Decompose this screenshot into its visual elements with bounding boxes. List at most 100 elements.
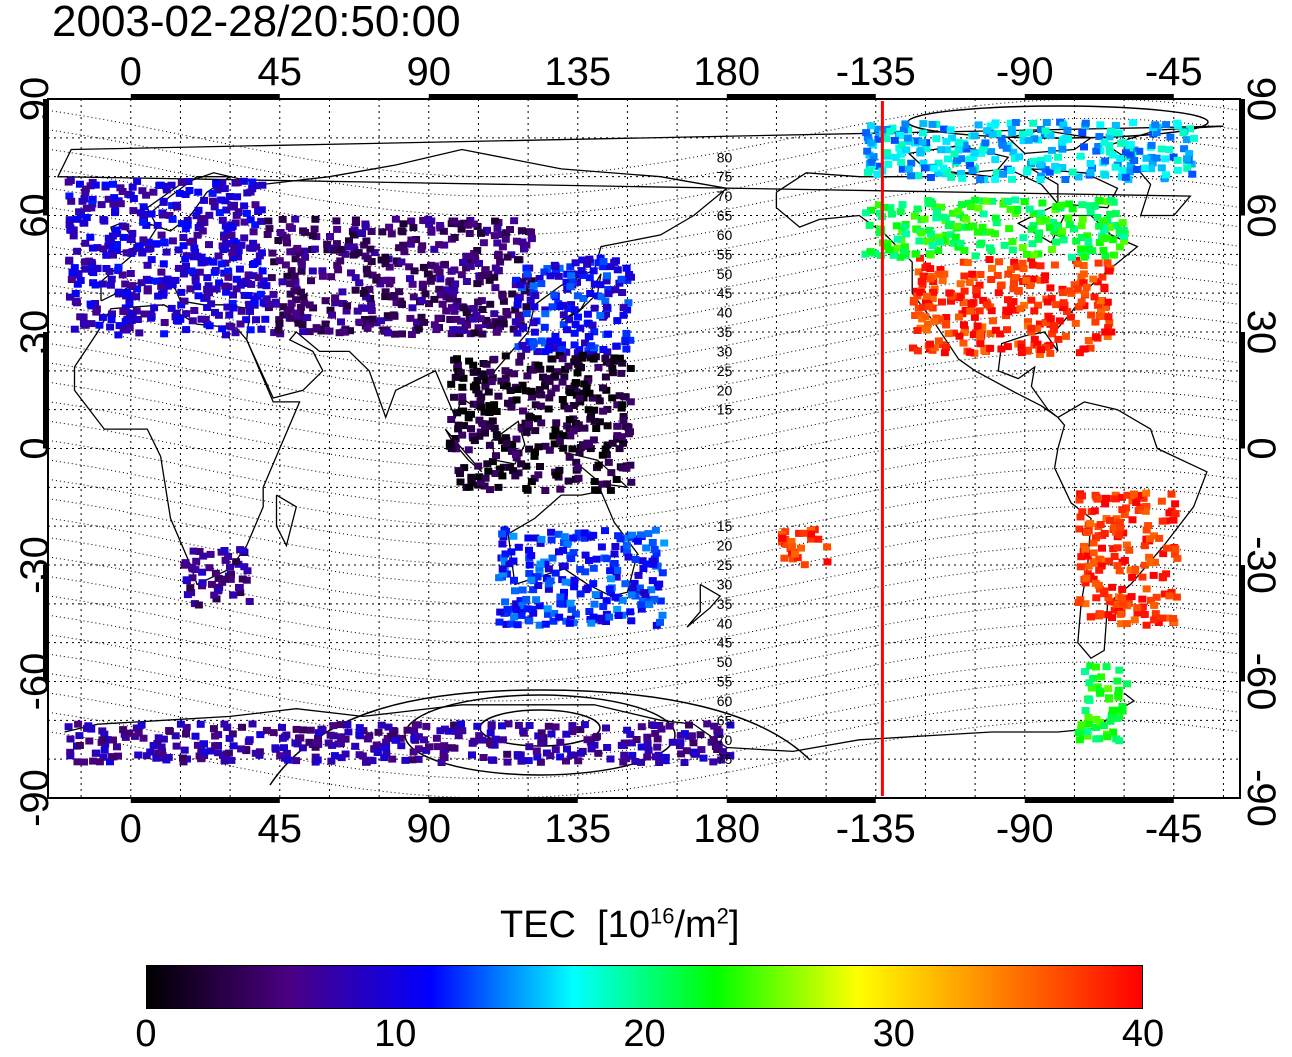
- tec-cell: [228, 222, 237, 230]
- tec-cell: [960, 246, 969, 254]
- tec-cell: [1170, 618, 1179, 626]
- tec-cell: [1103, 259, 1112, 267]
- tec-cell: [955, 313, 963, 321]
- tec-cell: [1107, 196, 1116, 204]
- tec-cell: [208, 189, 217, 197]
- colorbar-label: TEC: [500, 904, 576, 946]
- tec-cell: [529, 609, 538, 617]
- tec-cell: [118, 271, 127, 279]
- tec-cell: [1157, 497, 1166, 505]
- colorbar-unit-exponent-2: 2: [716, 903, 729, 929]
- tec-cell: [211, 308, 219, 316]
- tec-cell: [613, 266, 622, 274]
- tec-cell: [896, 253, 905, 261]
- tec-cell: [106, 758, 114, 766]
- contour-label-north: 15: [717, 402, 733, 418]
- tec-cell: [1093, 495, 1102, 503]
- tec-cell: [992, 219, 1001, 227]
- bottom-tick-label: 0: [120, 807, 142, 851]
- tec-cell: [282, 234, 291, 242]
- tec-cell: [165, 211, 174, 219]
- tec-cell: [447, 304, 456, 312]
- tec-cell: [408, 304, 417, 312]
- tec-cell: [408, 756, 417, 764]
- tec-cell: [379, 326, 388, 334]
- tec-cell: [237, 241, 246, 249]
- tec-cell: [986, 330, 995, 338]
- tec-cell: [491, 470, 500, 477]
- tec-cell: [537, 729, 546, 737]
- tec-cell: [582, 586, 591, 594]
- tec-cell: [407, 331, 416, 338]
- tec-cell: [932, 135, 941, 143]
- tec-cell: [500, 609, 509, 617]
- tec-cell: [613, 401, 622, 409]
- tec-cell: [522, 595, 531, 603]
- tec-cell: [385, 223, 394, 231]
- tec-cell: [453, 409, 462, 417]
- tec-cell: [1008, 238, 1017, 246]
- tec-cell: [395, 244, 404, 252]
- contour-label-north: 55: [717, 246, 733, 262]
- tec-cell: [334, 740, 343, 748]
- tec-cell: [627, 591, 636, 599]
- tec-cell: [498, 231, 506, 238]
- tec-cell: [476, 479, 485, 487]
- tec-cell: [313, 756, 322, 764]
- tec-cell: [81, 239, 90, 247]
- tec-cell: [75, 180, 84, 188]
- tec-cell: [1019, 137, 1028, 145]
- tec-cell: [485, 402, 494, 410]
- tec-cell: [1094, 259, 1103, 267]
- tec-cell: [913, 347, 922, 355]
- right-tick-label: -90: [1239, 769, 1283, 827]
- tec-cell: [680, 759, 689, 766]
- tec-cell: [136, 209, 145, 217]
- tec-cell: [869, 153, 878, 161]
- tec-cell: [349, 231, 358, 239]
- tec-cell: [993, 272, 1002, 279]
- tec-cell: [562, 348, 571, 356]
- tec-cell: [1030, 335, 1039, 343]
- tec-cell: [622, 541, 631, 549]
- tec-cell: [504, 399, 512, 407]
- tec-cell: [351, 286, 360, 294]
- tec-cell: [73, 758, 82, 766]
- tec-cell: [479, 239, 488, 247]
- tec-cell: [1101, 304, 1110, 312]
- tec-cell: [535, 386, 544, 394]
- tec-cell: [1036, 126, 1045, 133]
- tec-cell: [930, 318, 939, 325]
- tec-cell: [381, 288, 390, 296]
- tec-cell: [120, 233, 128, 241]
- tec-cell: [522, 303, 531, 311]
- tec-cell: [588, 394, 597, 402]
- tec-cell: [1082, 574, 1091, 582]
- tec-cell: [709, 736, 718, 744]
- colorbar-unit-mid: /m: [674, 904, 717, 946]
- tec-cell: [871, 249, 879, 257]
- tec-cell: [923, 320, 932, 328]
- tec-cell: [205, 564, 214, 572]
- tec-cell: [107, 316, 116, 323]
- tec-cell: [1034, 235, 1043, 243]
- tec-cell: [610, 258, 619, 266]
- tec-cell: [459, 407, 468, 415]
- tec-cell: [987, 276, 996, 283]
- tec-cell: [1166, 133, 1175, 141]
- tec-cell: [341, 250, 350, 258]
- contour-label-south: 65: [717, 712, 733, 728]
- tec-cell: [1126, 151, 1135, 159]
- tec-cell: [432, 734, 441, 742]
- tec-cell: [1111, 210, 1120, 218]
- tec-cell: [986, 228, 995, 236]
- tec-cell: [891, 153, 900, 161]
- tec-cell: [224, 273, 233, 281]
- tec-cell: [1165, 509, 1174, 517]
- tec-cell: [177, 178, 186, 186]
- tec-cell: [697, 746, 706, 754]
- tec-cell: [937, 203, 945, 211]
- tec-cell: [474, 390, 483, 398]
- top-tick-label: -45: [1145, 50, 1203, 94]
- tec-cell: [1029, 210, 1038, 218]
